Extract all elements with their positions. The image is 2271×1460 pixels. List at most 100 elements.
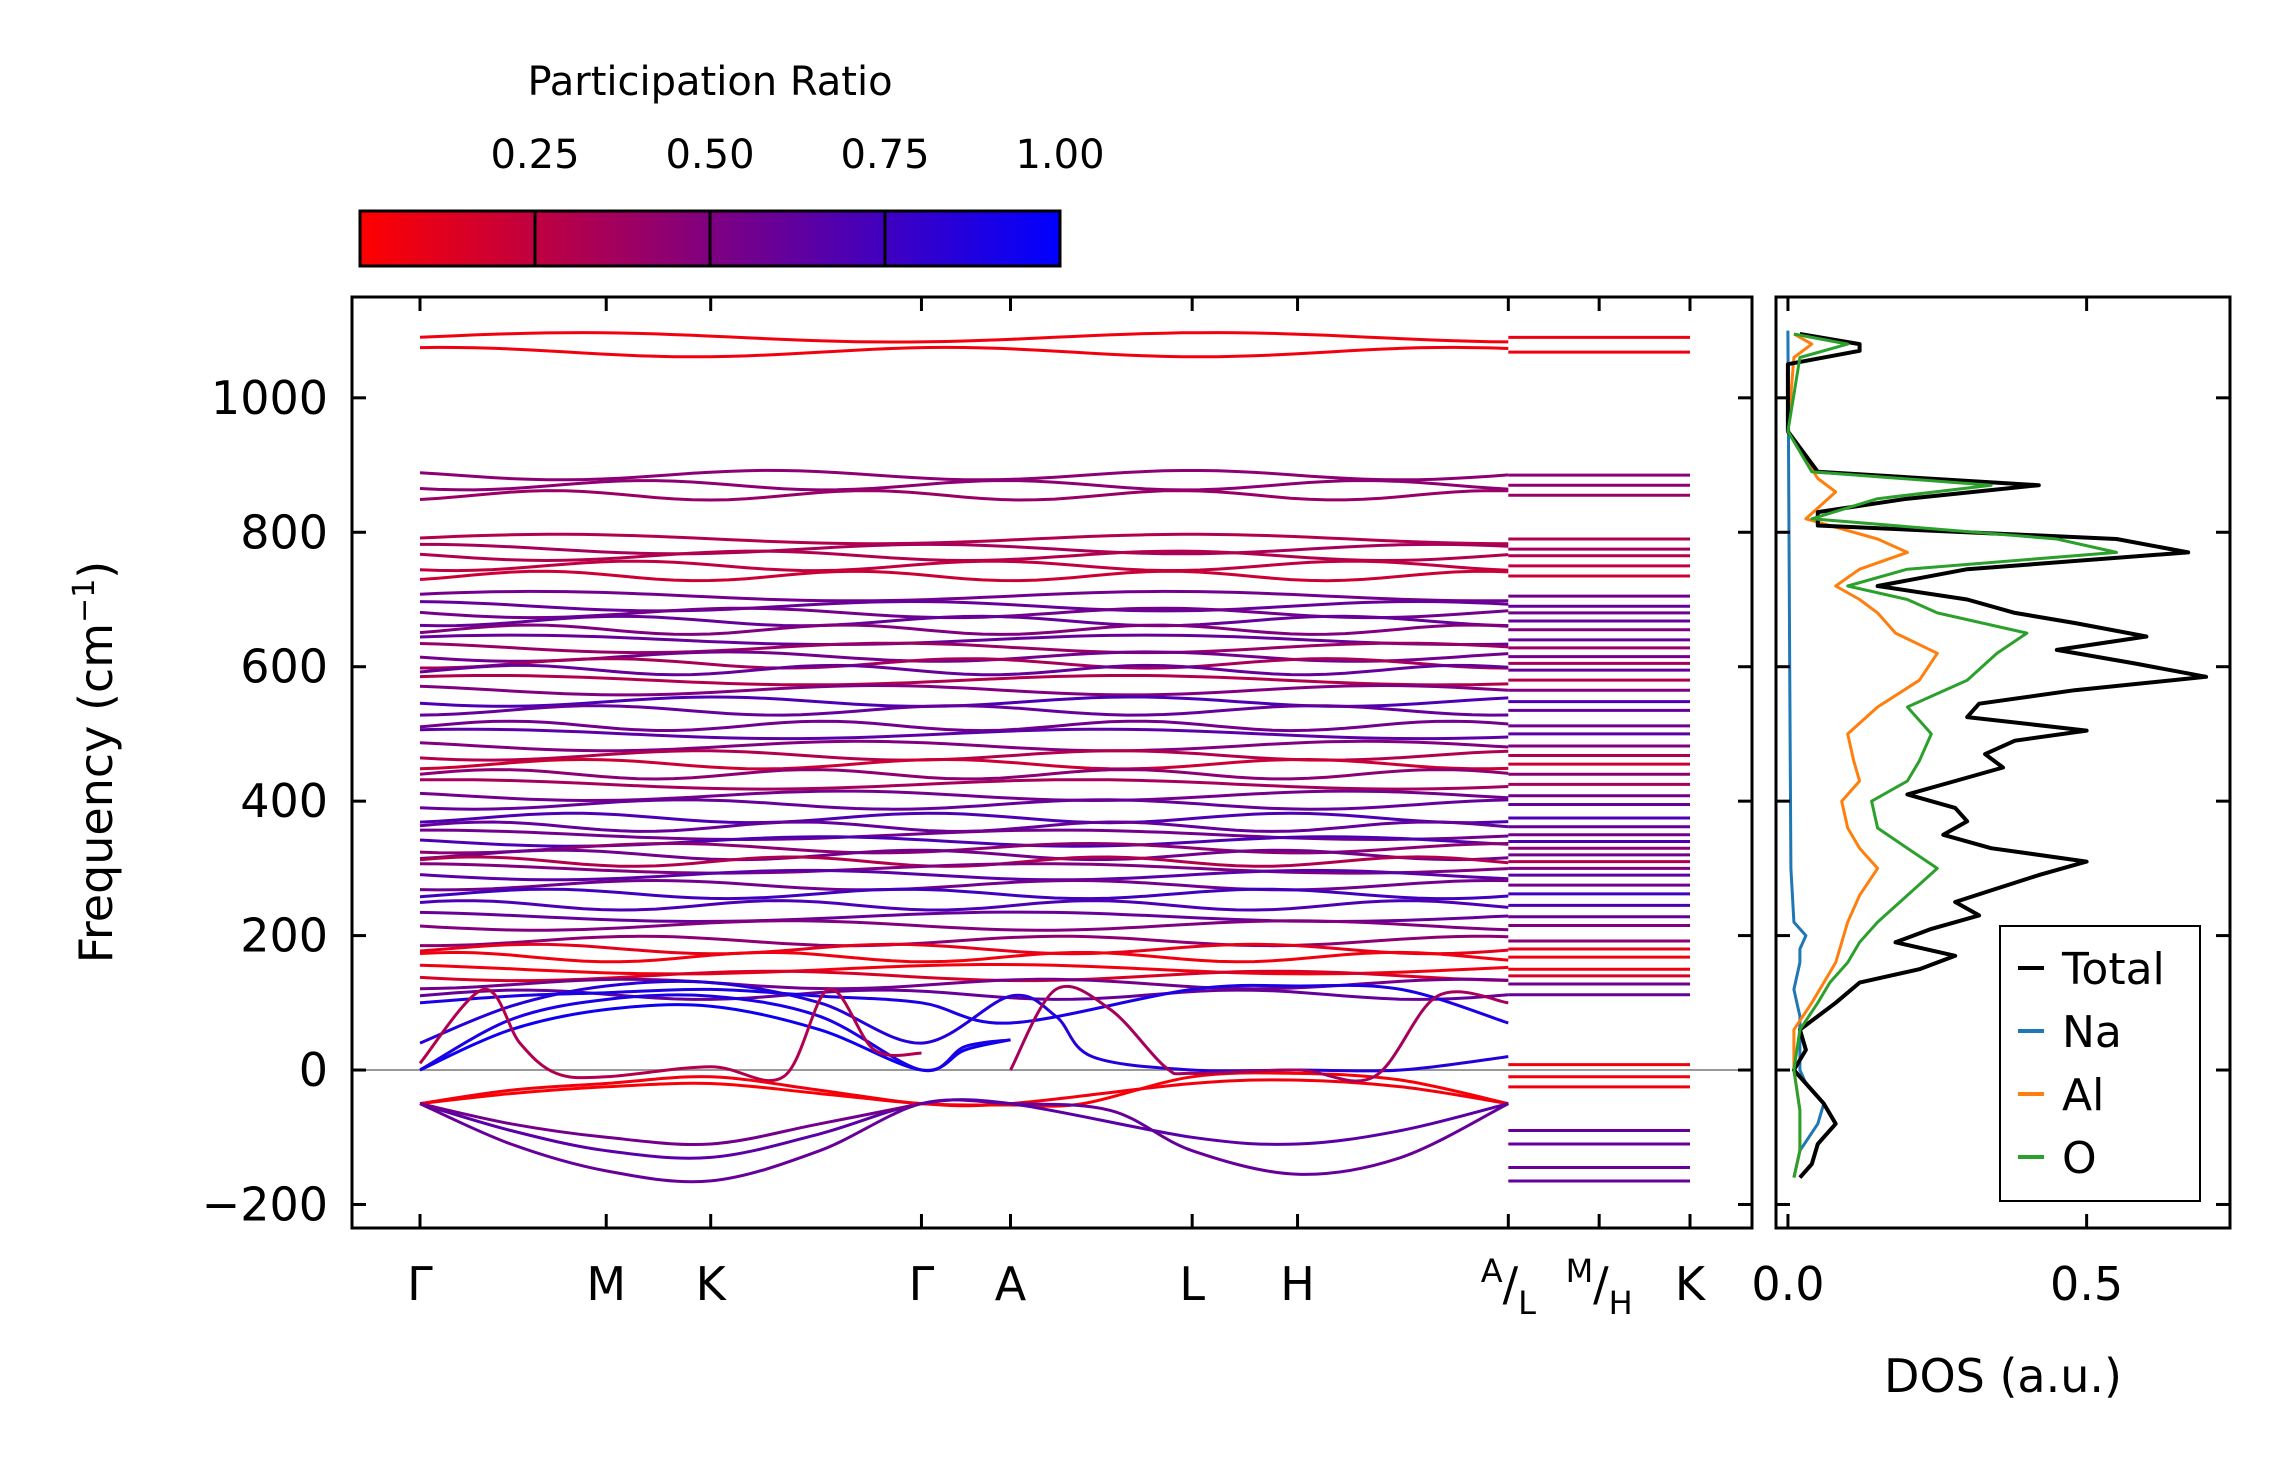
band-line xyxy=(419,614,1509,628)
colorbar: Participation Ratio 0.25 0.50 0.75 1.00 xyxy=(358,59,1105,268)
band-line xyxy=(419,674,1509,687)
dos-line-o xyxy=(1786,332,2118,1178)
band-line xyxy=(419,599,1509,613)
band-line xyxy=(419,719,1509,733)
kpoint-label: K xyxy=(1675,1257,1707,1311)
band-line xyxy=(419,942,1509,956)
dos-line-total xyxy=(1785,332,2209,1179)
band-line xyxy=(419,878,1509,892)
y-tick-label: 200 xyxy=(240,909,328,963)
band-line xyxy=(419,993,1011,1073)
legend-label: Total xyxy=(2061,944,2165,995)
band-line xyxy=(419,910,1509,924)
y-tick-label: 600 xyxy=(240,640,328,694)
band-line xyxy=(1009,984,1509,1083)
band-line xyxy=(419,1003,1011,1072)
y-tick-label: 1000 xyxy=(211,371,328,425)
band-line xyxy=(419,919,1509,932)
legend-label: Na xyxy=(2062,1007,2122,1058)
colorbar-tick-label: 0.50 xyxy=(665,132,754,178)
kpoint-label: Γ xyxy=(909,1257,935,1311)
band-line xyxy=(419,739,1509,753)
kpoint-label: K xyxy=(696,1257,728,1311)
band-structure-panel: −200 0 200 400 600 800 1000 Γ M K Γ A L H A/L M/H K Freq… xyxy=(67,295,1754,1322)
colorbar-title: Participation Ratio xyxy=(527,59,892,105)
colorbar-tick-label: 0.75 xyxy=(840,132,929,178)
band-line xyxy=(419,468,1509,482)
band-line xyxy=(419,623,1509,636)
band-line xyxy=(419,1102,922,1146)
band-line xyxy=(420,828,1509,842)
band-line xyxy=(419,835,1509,848)
band-line xyxy=(419,887,1509,901)
band-line xyxy=(419,899,1509,912)
band-line xyxy=(419,963,1509,976)
band-line xyxy=(420,657,1509,670)
kpoint-label: M xyxy=(586,1257,626,1311)
legend-label: Al xyxy=(2062,1070,2104,1121)
band-line xyxy=(419,811,1509,825)
band-line xyxy=(419,641,1509,655)
band-line xyxy=(419,569,1509,583)
dos-x-tick-label: 0.0 xyxy=(1751,1257,1824,1311)
band-line xyxy=(419,704,1509,717)
band-line xyxy=(419,532,1509,546)
band-line xyxy=(418,987,922,1083)
dos-axes: 0.0 0.5 xyxy=(1751,297,2230,1311)
y-tick-label: 400 xyxy=(240,774,328,828)
dos-line-al xyxy=(1786,332,1939,1178)
y-tick-label: 800 xyxy=(240,505,328,559)
dos-panel: 0.0 0.5 DOS (a.u.) Total Na Al O xyxy=(1751,295,2232,1403)
kpoint-label: A/L xyxy=(1481,1252,1536,1322)
band-line xyxy=(419,757,1509,771)
dos-line-na xyxy=(1786,330,1826,1178)
kpoint-label: H xyxy=(1280,1257,1315,1311)
band-line xyxy=(419,868,1509,882)
dos-lines xyxy=(1785,330,2209,1179)
band-axes: −200 0 200 400 600 800 1000 Γ M K Γ A L H A/L M/H K xyxy=(202,297,1752,1322)
y-axis-label: Frequency (cm−1) xyxy=(67,561,123,964)
band-line xyxy=(419,768,1509,781)
kpoint-label: Γ xyxy=(407,1257,433,1311)
y-tick-label: 0 xyxy=(299,1043,328,1097)
kpoint-label: A xyxy=(995,1257,1027,1311)
band-line xyxy=(419,789,1509,803)
band-lines xyxy=(352,331,1752,1184)
dos-x-tick-label: 0.5 xyxy=(2050,1257,2123,1311)
band-line xyxy=(419,778,1509,791)
band-line xyxy=(419,820,1509,833)
band-line xyxy=(419,862,1509,875)
colorbar-ticks: 0.25 0.50 0.75 1.00 xyxy=(490,132,1105,266)
band-line xyxy=(419,478,1509,492)
band-line xyxy=(419,683,1509,697)
band-line xyxy=(420,934,1509,948)
band-line xyxy=(419,589,1509,603)
band-line xyxy=(419,549,1509,563)
colorbar-tick-label: 1.00 xyxy=(1015,132,1104,178)
band-line xyxy=(419,798,1509,811)
kpoint-label: L xyxy=(1179,1257,1205,1311)
band-line xyxy=(420,542,1509,556)
band-line xyxy=(419,848,1509,862)
legend-label: O xyxy=(2062,1133,2097,1184)
band-line xyxy=(419,489,1509,502)
dos-legend: Total Na Al O xyxy=(1999,925,2201,1202)
kpoint-label: M/H xyxy=(1566,1252,1633,1322)
band-line xyxy=(419,727,1509,741)
band-line xyxy=(419,345,1509,359)
band-line xyxy=(419,1098,1509,1160)
band-line xyxy=(419,983,1509,1025)
x-axis-label-dos: DOS (a.u.) xyxy=(1884,1349,2122,1403)
band-line xyxy=(419,559,1509,573)
dos-frame xyxy=(1774,295,2232,1230)
band-line xyxy=(419,1075,1509,1108)
band-line xyxy=(419,633,1509,646)
band-line xyxy=(419,331,1509,344)
y-tick-label: −200 xyxy=(202,1177,328,1231)
colorbar-tick-label: 0.25 xyxy=(490,132,579,178)
band-frame xyxy=(350,295,1754,1230)
band-line xyxy=(419,950,1509,964)
band-line xyxy=(419,663,1509,677)
